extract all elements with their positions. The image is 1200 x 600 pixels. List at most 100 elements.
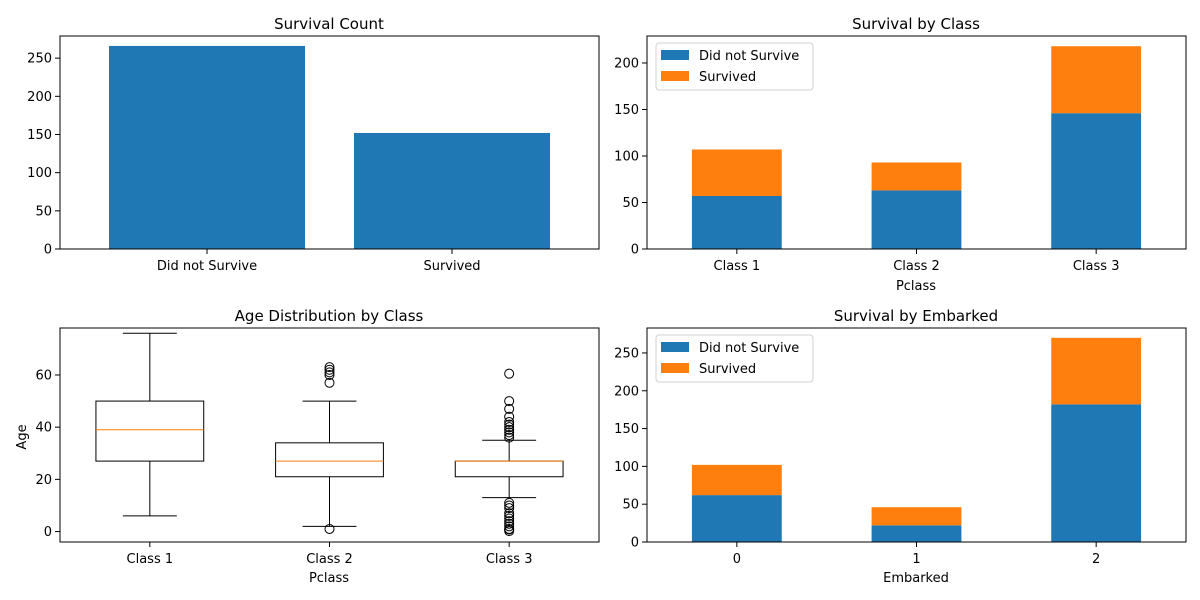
legend-frame — [655, 42, 814, 91]
y-tick-label: 100 — [614, 460, 639, 475]
outlier-point — [504, 523, 515, 534]
outlier-point — [504, 368, 515, 379]
bar-segment — [1051, 113, 1142, 250]
bar-segment — [1051, 46, 1142, 114]
legend-label: Did not Survive — [699, 49, 799, 64]
y-axis-label: Age — [15, 424, 30, 449]
bar-segment — [691, 195, 782, 249]
legend: Did not Survive Survived — [655, 42, 814, 91]
y-tick-label: 50 — [622, 196, 639, 211]
box — [275, 442, 384, 478]
legend: Did not Survive Survived — [655, 334, 814, 383]
outlier-point — [504, 510, 515, 521]
outlier-point — [324, 364, 335, 375]
y-tick-label: 150 — [27, 128, 52, 143]
bar — [354, 132, 550, 249]
bar-segment — [871, 162, 962, 191]
x-tick-label: Class 2 — [306, 552, 353, 567]
outlier-point — [504, 516, 515, 527]
x-tick-label: Class 3 — [486, 552, 533, 567]
x-tick-label: Survived — [423, 259, 480, 274]
age-distribution-chart: Age Distribution by Class Pclass Age 0 20… — [15, 307, 600, 586]
bar-segment — [1051, 337, 1142, 405]
bar-segment — [691, 495, 782, 542]
y-tick-label: 200 — [614, 56, 639, 71]
y-tick-label: 0 — [631, 536, 639, 551]
x-tick-label: Class 1 — [127, 552, 174, 567]
plot-area: 0 50 100 150 200 250 Did not Survive Survived — [27, 35, 600, 274]
axes-frame — [646, 327, 1187, 543]
bar-segment — [691, 464, 782, 496]
y-tick-label: 60 — [35, 368, 52, 383]
y-tick-label: 100 — [614, 149, 639, 164]
survival-by-embarked-chart: Survival by Embarked Embarked 0 50 100 150 2… — [614, 307, 1187, 586]
y-tick-label: 0 — [44, 525, 52, 540]
outlier-point — [504, 500, 515, 511]
outlier-point — [504, 396, 515, 407]
legend-swatch — [661, 50, 689, 60]
survival-count-chart: Survival Count 0 50 100 150 200 250 Did not Su… — [27, 15, 600, 274]
outlier-point — [504, 521, 515, 532]
y-tick-label: 50 — [35, 204, 52, 219]
chart-title: Survival by Embarked — [834, 307, 998, 325]
y-tick-label: 0 — [44, 243, 52, 258]
y-tick-label: 250 — [27, 52, 52, 67]
chart-title: Survival Count — [274, 15, 384, 33]
outlier-point — [504, 422, 515, 433]
legend-swatch — [661, 71, 689, 81]
legend-label: Survived — [699, 362, 756, 377]
x-tick-label: Class 2 — [893, 259, 940, 274]
legend-frame — [655, 334, 814, 383]
plot-area: 0 50 100 150 200 250 Did not Survive Survived 0 1… — [614, 327, 1187, 567]
outlier-point — [324, 367, 335, 378]
chart-title: Survival by Class — [852, 15, 980, 33]
chart-title: Age Distribution by Class — [235, 307, 424, 325]
outlier-point — [504, 508, 515, 519]
outlier-point — [324, 369, 335, 380]
bar-segment — [691, 149, 782, 196]
y-tick-label: 150 — [614, 103, 639, 118]
x-tick-label: Class 3 — [1073, 259, 1120, 274]
y-tick-label: 200 — [27, 90, 52, 105]
y-tick-label: 150 — [614, 422, 639, 437]
box — [454, 460, 564, 478]
legend-label: Did not Survive — [699, 341, 799, 356]
plot-area: 0 50 100 150 200 Did not Survive Survived Class… — [614, 35, 1187, 274]
x-axis-label: Pclass — [896, 279, 936, 294]
outlier-point — [504, 430, 515, 440]
legend-label: Survived — [699, 70, 756, 85]
outlier-point — [504, 432, 515, 443]
y-tick-label: 40 — [35, 421, 52, 436]
plot-area: 0 20 40 60 Class 1 Class 2 Class 3 — [35, 327, 600, 567]
x-axis-label: Embarked — [883, 571, 949, 586]
outlier-point — [504, 518, 515, 529]
y-tick-label: 100 — [27, 166, 52, 181]
outlier-point — [504, 503, 515, 514]
outlier-point — [504, 403, 515, 414]
axes-frame — [59, 35, 600, 250]
legend-swatch — [661, 363, 689, 373]
axes-frame — [646, 35, 1187, 250]
outlier-point — [324, 377, 335, 388]
x-axis-label: Pclass — [309, 571, 349, 586]
y-tick-label: 0 — [631, 243, 639, 258]
bar-segment — [871, 525, 962, 542]
bar-segment — [1051, 404, 1142, 542]
x-tick-label: 2 — [1092, 552, 1100, 567]
y-tick-label: 200 — [614, 384, 639, 399]
x-tick-label: Class 1 — [714, 259, 761, 274]
outlier-point — [504, 513, 515, 524]
outlier-point — [504, 424, 515, 435]
x-tick-label: Did not Survive — [157, 259, 257, 274]
outlier-point — [324, 362, 335, 373]
bar-segment — [871, 507, 962, 526]
y-tick-label: 250 — [614, 346, 639, 361]
outlier-point — [504, 427, 515, 438]
axes-frame — [59, 327, 600, 543]
outlier-point — [504, 411, 515, 422]
y-tick-label: 20 — [35, 473, 52, 488]
box — [95, 400, 205, 462]
bar — [109, 45, 305, 250]
y-tick-label: 50 — [622, 498, 639, 513]
bar-segment — [871, 190, 962, 249]
